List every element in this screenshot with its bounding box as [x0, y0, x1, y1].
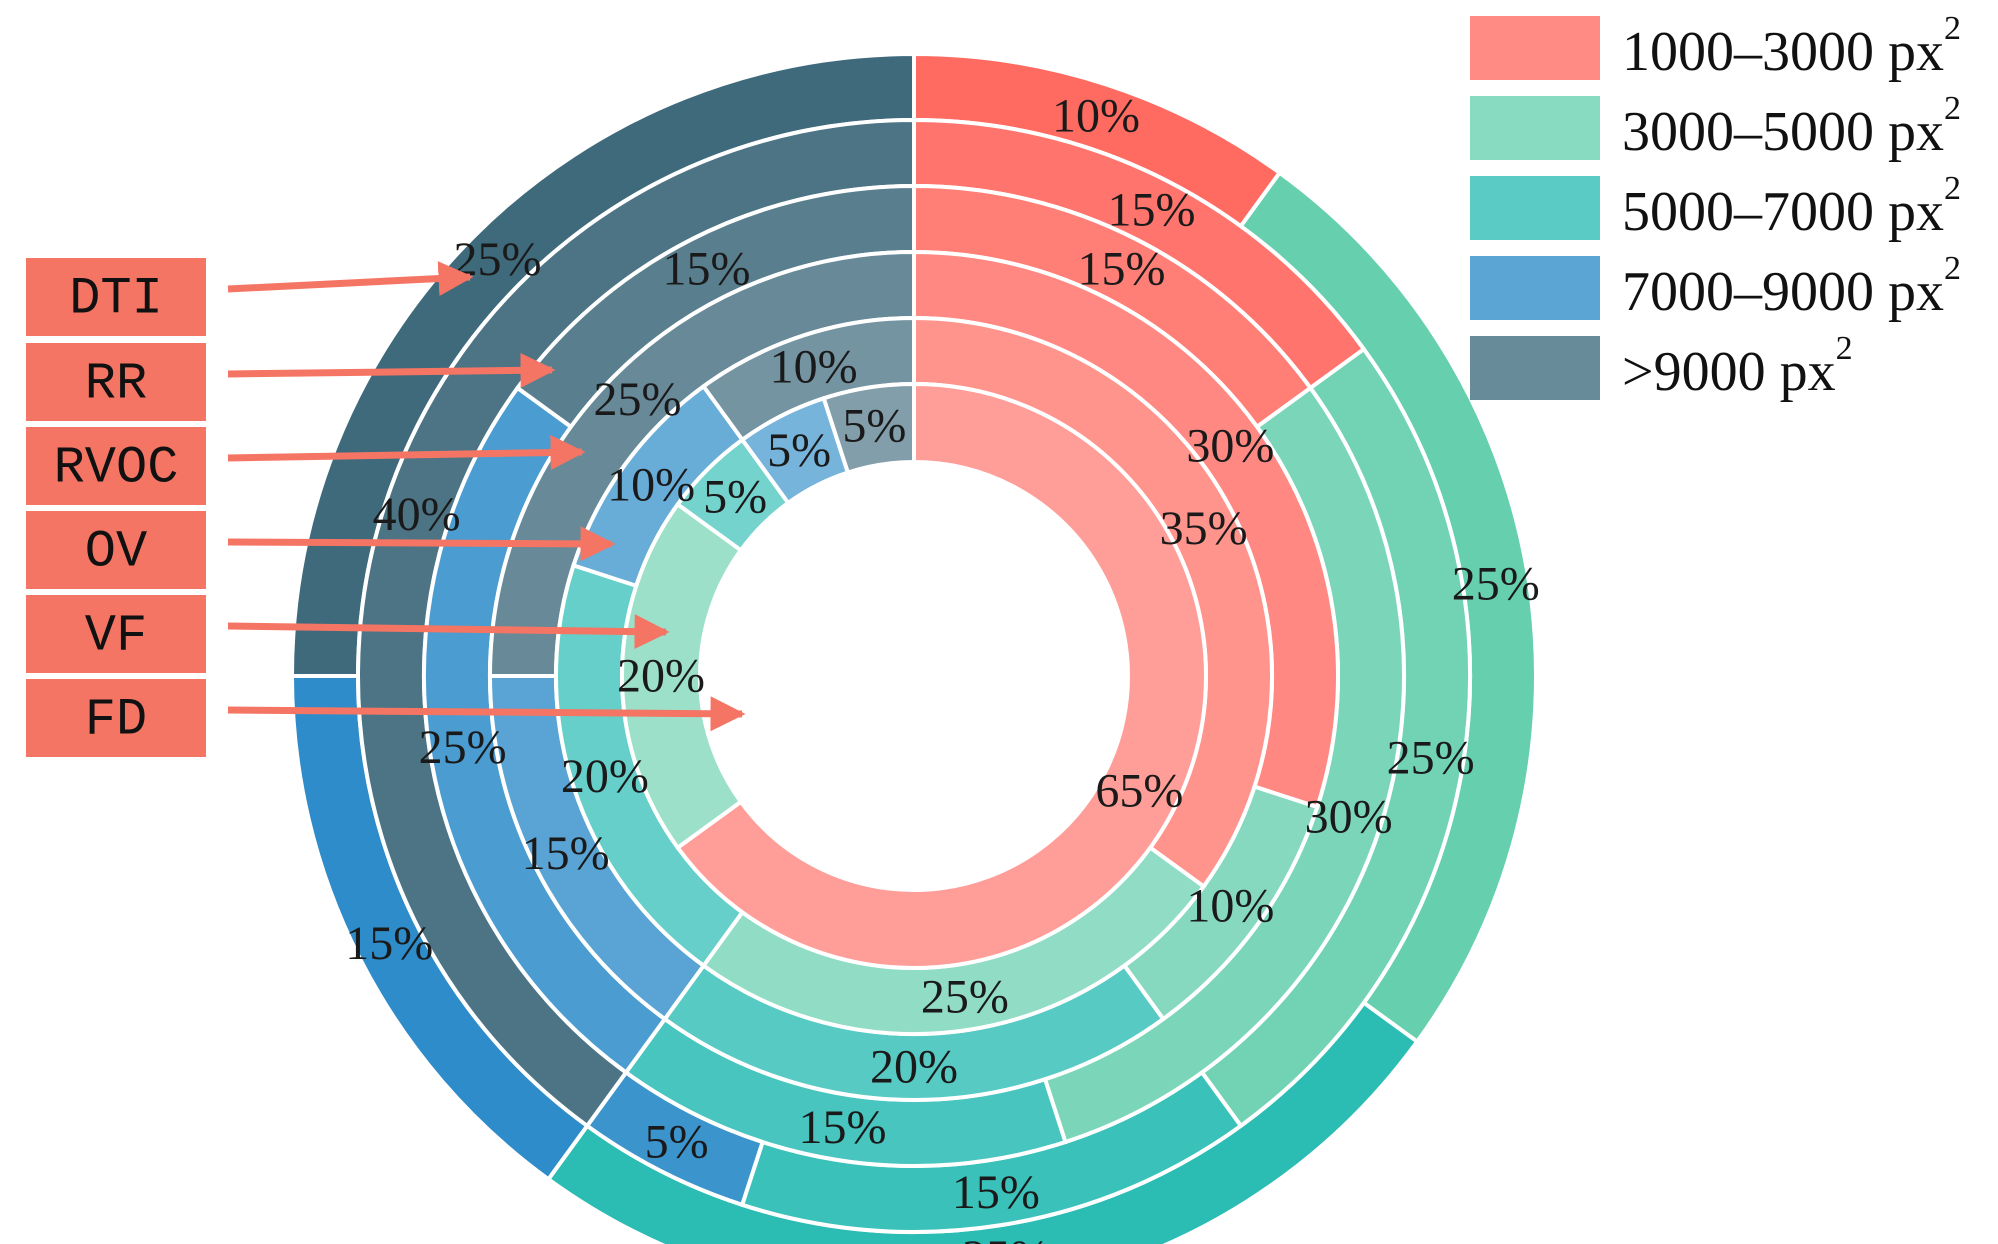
ring-label-rr: RR	[85, 355, 147, 414]
percent-label-ov-4: 25%	[594, 373, 682, 426]
percent-label-vf-0: 35%	[1160, 502, 1248, 555]
percent-label-rvoc-3: 25%	[419, 721, 507, 774]
ring-label-box-rvoc	[26, 427, 206, 505]
legend-label-4: >9000 px2	[1622, 330, 1853, 404]
percent-label-fd-1: 20%	[617, 650, 705, 703]
ring-label-box-vf	[26, 595, 206, 673]
percent-label-vf-2: 20%	[561, 750, 649, 803]
legend-swatch-1	[1470, 96, 1600, 160]
legend-label-3: 7000–9000 px2	[1622, 250, 1961, 324]
legend-label-2: 5000–7000 px2	[1622, 170, 1961, 244]
percent-label-dti-0: 10%	[1052, 89, 1140, 142]
percent-label-fd-4: 5%	[842, 400, 906, 453]
percent-label-vf-1: 25%	[921, 970, 1009, 1023]
percent-label-ov-1: 10%	[1186, 879, 1274, 932]
ring-label-box-ov	[26, 511, 206, 589]
percent-label-fd-2: 5%	[703, 471, 767, 524]
ring-label-box-dti	[26, 258, 206, 336]
percent-label-fd-3: 5%	[767, 424, 831, 477]
percent-label-rvoc-0: 15%	[1077, 242, 1165, 295]
ring-label-fd: FD	[85, 691, 147, 750]
ring-arrow-ov	[227, 526, 616, 562]
ring-labels: DTI RR RVOC OV VF FD	[26, 258, 206, 757]
legend-swatch-4	[1470, 336, 1600, 400]
percent-label-ov-3: 15%	[522, 827, 610, 880]
ring-arrow-rvoc	[227, 435, 586, 471]
percent-label-rr-3: 5%	[645, 1115, 709, 1168]
ring-label-dti: DTI	[69, 270, 163, 329]
ring-arrows	[227, 261, 746, 732]
ring-label-ov: OV	[85, 523, 147, 582]
ring-arrow-vf	[227, 614, 670, 650]
legend-swatch-0	[1470, 16, 1600, 80]
percent-label-vf-3: 10%	[607, 458, 695, 511]
percent-label-ov-2: 20%	[870, 1041, 958, 1094]
ring-segment-fd-0	[674, 381, 1208, 970]
ring-label-vf: VF	[85, 607, 147, 666]
percent-label-rvoc-2: 15%	[799, 1101, 887, 1154]
percent-label-vf-4: 10%	[770, 340, 858, 393]
percent-label-rr-1: 25%	[1387, 731, 1475, 784]
ring-segment-fd-4	[821, 381, 916, 475]
ring-label-box-fd	[26, 679, 206, 757]
ring-arrow-fd	[227, 696, 746, 732]
legend-swatch-2	[1470, 176, 1600, 240]
percent-label-fd-0: 65%	[1095, 764, 1183, 817]
legend-swatch-3	[1470, 256, 1600, 320]
legend-label-1: 3000–5000 px2	[1622, 90, 1961, 164]
percent-label-dti-1: 25%	[1452, 557, 1540, 610]
percent-label-rvoc-4: 15%	[663, 242, 751, 295]
percent-label-rvoc-1: 30%	[1305, 791, 1393, 844]
percent-labels: 10% 25% 25% 15% 25% 15% 25% 15% 5% 40% 15% 30% 15% 25…	[345, 89, 1540, 1244]
percent-label-rr-2: 15%	[952, 1166, 1040, 1219]
percent-label-rr-0: 15%	[1107, 184, 1195, 237]
ring-arrow-rr	[227, 352, 556, 388]
ring-arrow-dti	[227, 261, 474, 297]
ring-label-box-rr	[26, 343, 206, 421]
percent-label-dti-3: 15%	[345, 917, 433, 970]
legend-label-0: 1000–3000 px2	[1622, 10, 1961, 84]
percent-label-ov-0: 30%	[1186, 420, 1274, 473]
percent-label-rr-4: 40%	[373, 488, 461, 541]
percent-label-dti-2: 25%	[962, 1231, 1050, 1244]
ring-label-rvoc: RVOC	[54, 439, 179, 498]
